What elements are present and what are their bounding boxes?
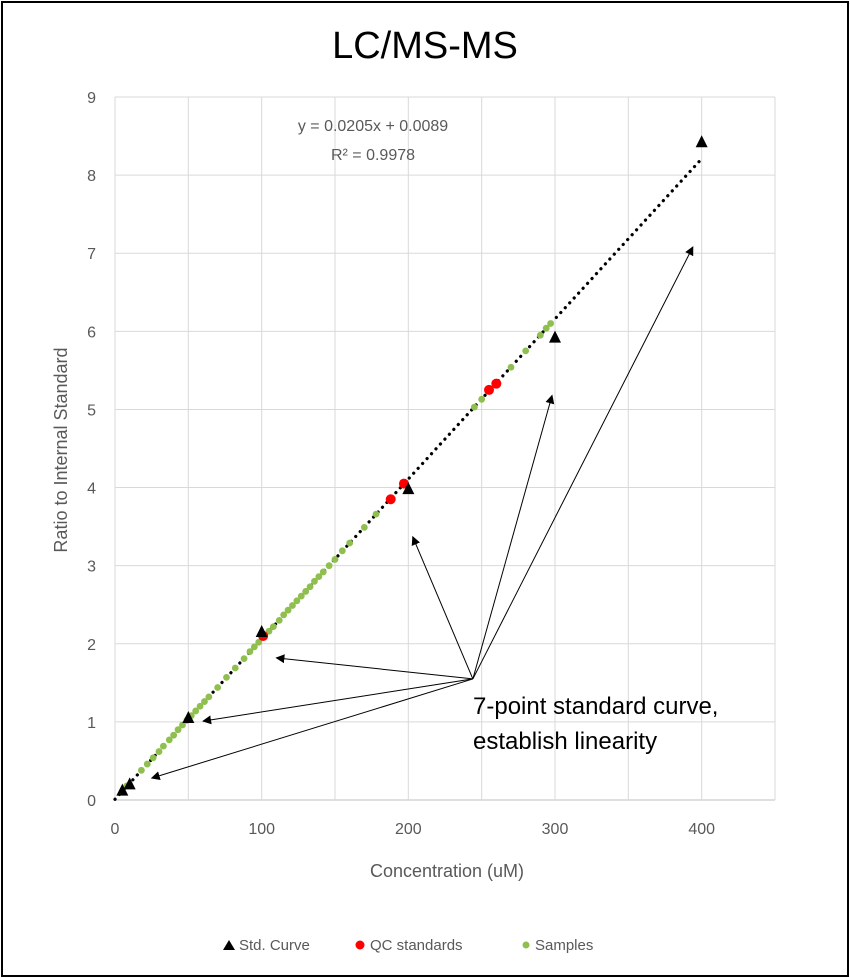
- x-tick-label: 200: [395, 821, 422, 838]
- sample-point: [302, 588, 310, 595]
- annotation-line-2: establish linearity: [473, 728, 657, 755]
- y-axis-title: Ratio to Internal Standard: [51, 347, 71, 552]
- sample-point: [306, 583, 314, 591]
- x-tick-label: 0: [111, 821, 120, 838]
- legend-green-dot-icon: [522, 941, 530, 949]
- sample-point: [325, 562, 333, 570]
- y-tick-label: 0: [87, 793, 96, 810]
- sample-point: [284, 606, 292, 614]
- sample-point: [507, 363, 515, 371]
- sample-point: [372, 510, 380, 518]
- qc-standard-point: [491, 378, 502, 389]
- legend-label-qc-standards: QC standards: [370, 937, 463, 954]
- y-tick-label: 8: [87, 168, 96, 185]
- trendline-equation: y = 0.0205x + 0.0089: [298, 118, 448, 135]
- std-curve-point: [123, 777, 136, 790]
- std-curve-point: [255, 625, 268, 638]
- sample-point: [205, 693, 213, 701]
- sample-point: [223, 673, 230, 681]
- sample-point: [231, 664, 239, 672]
- sample-point: [149, 754, 157, 762]
- std-curve-point: [182, 710, 195, 723]
- sample-point: [143, 760, 151, 768]
- legend-label-samples: Samples: [535, 937, 593, 954]
- sample-point: [315, 573, 323, 581]
- y-tick-label: 5: [87, 402, 96, 419]
- sample-point: [196, 702, 204, 710]
- sample-point: [246, 648, 254, 655]
- sample-point: [542, 324, 550, 332]
- sample-point: [255, 638, 263, 646]
- sample-point: [360, 523, 368, 531]
- y-tick-label: 1: [87, 715, 96, 732]
- sample-point: [297, 592, 305, 600]
- sample-point: [547, 320, 554, 327]
- sample-point: [338, 547, 346, 555]
- y-tick-label: 4: [87, 481, 96, 498]
- qc-standard-point: [484, 384, 494, 395]
- annotation-arrows: [150, 246, 694, 781]
- std-curve-point: [116, 783, 129, 796]
- x-tick-label: 400: [688, 821, 715, 838]
- sample-point: [319, 568, 327, 576]
- sample-point: [311, 577, 318, 585]
- sample-point: [289, 602, 296, 609]
- annotation-arrow: [472, 246, 694, 680]
- legend-triangle-icon: [223, 940, 235, 950]
- sample-point: [165, 736, 173, 744]
- sample-point: [478, 395, 486, 403]
- x-tick-label: 300: [542, 821, 569, 838]
- chart-title: LC/MS-MS: [332, 25, 518, 67]
- sample-point: [280, 611, 288, 619]
- sample-point: [170, 731, 178, 739]
- gridlines: [114, 96, 776, 801]
- legend: Std. Curve QC standards Samples: [223, 937, 593, 954]
- y-tick-label: 2: [87, 637, 96, 654]
- sample-point: [201, 698, 208, 705]
- annotation-line-1: 7-point standard curve,: [473, 693, 718, 720]
- std-curve-point: [695, 135, 708, 148]
- annotation-arrow: [202, 678, 473, 725]
- annotation-arrow: [411, 535, 474, 680]
- sample-point: [138, 766, 145, 774]
- x-tick-label: 100: [248, 821, 275, 838]
- sample-point: [293, 597, 301, 605]
- sample-point: [179, 721, 186, 729]
- x-axis-title: Concentration (uM): [370, 861, 524, 881]
- std-curve-point: [402, 482, 415, 495]
- sample-point: [192, 707, 200, 715]
- y-tick-label: 9: [87, 90, 96, 107]
- sample-point: [270, 623, 277, 630]
- sample-point: [240, 655, 248, 663]
- sample-point: [174, 726, 182, 734]
- trendline-layer: [113, 157, 704, 801]
- sample-point: [155, 748, 163, 755]
- sample-point: [275, 616, 283, 624]
- sample-point: [470, 403, 478, 411]
- annotation-arrow: [150, 678, 474, 781]
- sample-point: [250, 643, 258, 651]
- r-squared-label: R² = 0.9978: [331, 147, 415, 164]
- annotation-arrow: [472, 394, 555, 680]
- sample-point: [536, 331, 544, 339]
- sample-point: [331, 556, 339, 563]
- sample-point: [346, 539, 354, 547]
- legend-red-dot-icon: [355, 940, 365, 950]
- sample-point: [265, 627, 273, 635]
- sample-point: [522, 347, 530, 355]
- data-points: [116, 135, 708, 796]
- annotation-arrow: [275, 654, 473, 680]
- std-curve-point: [549, 330, 561, 343]
- sample-point: [214, 684, 222, 691]
- qc-standard-point: [385, 494, 396, 505]
- linear-trendline: [113, 157, 704, 801]
- legend-label-std-curve: Std. Curve: [239, 937, 310, 954]
- y-tick-label: 6: [87, 324, 96, 341]
- y-tick-label: 3: [87, 559, 96, 576]
- sample-point: [160, 742, 167, 750]
- tick-labels: 0 1 2 3 4 5 6 7 8 9 0 100 200 300 400: [87, 90, 715, 838]
- y-tick-label: 7: [87, 246, 96, 263]
